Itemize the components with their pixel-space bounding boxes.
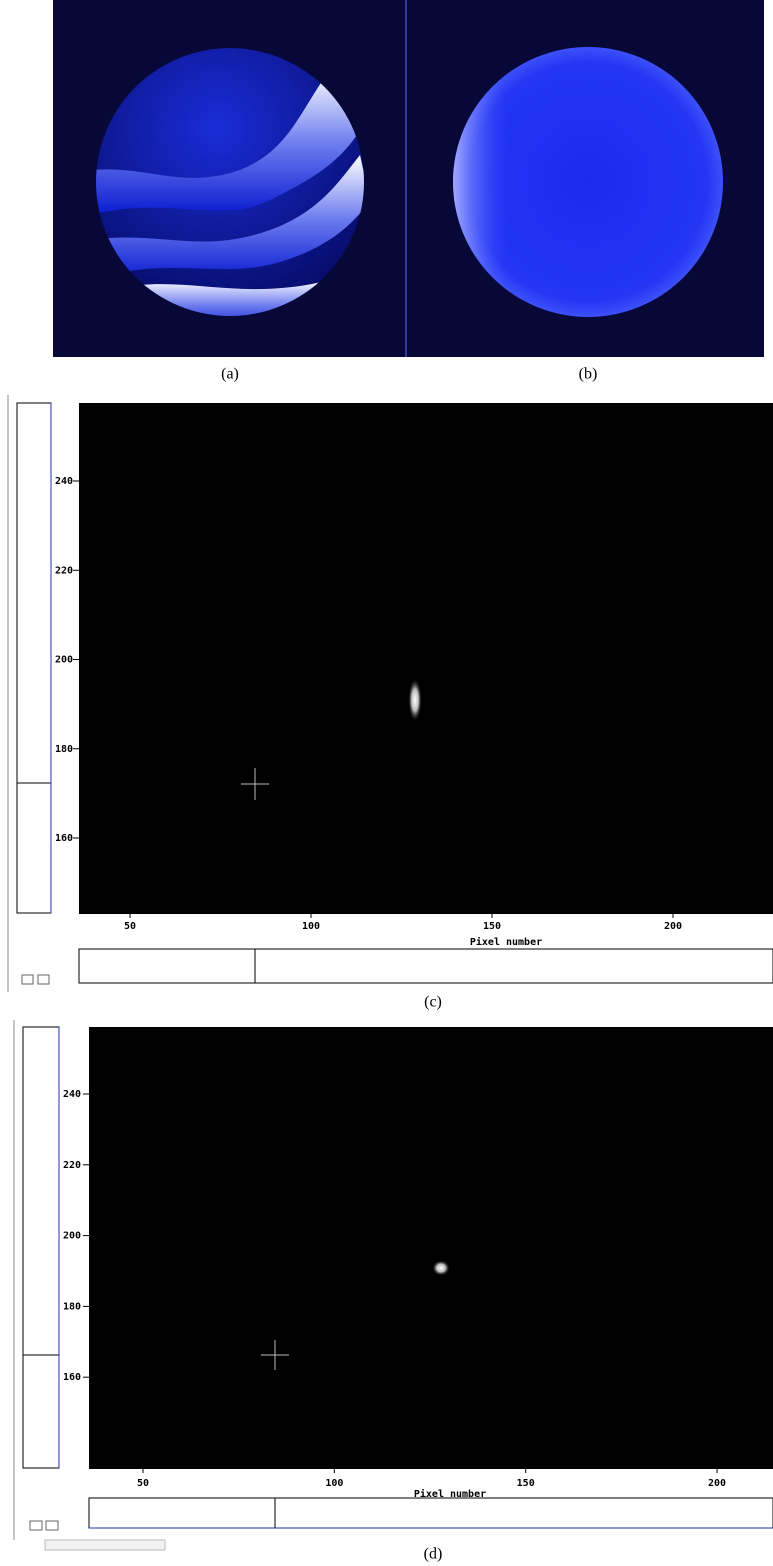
status-bar [45, 1540, 165, 1550]
y-tick-label: 160 [63, 1372, 81, 1383]
profile-strip [89, 1498, 773, 1528]
spot [408, 678, 422, 722]
x-tick-label: 150 [483, 921, 501, 932]
spot [432, 1260, 450, 1276]
tool-button[interactable] [46, 1521, 58, 1530]
y-tick-label: 220 [55, 565, 73, 576]
x-tick-label: 100 [302, 921, 320, 932]
profile-box [23, 1027, 59, 1468]
caption: (c) [424, 994, 442, 1011]
x-tick-label: 150 [517, 1478, 535, 1489]
profile-strip [79, 949, 773, 983]
x-tick-label: 200 [708, 1478, 726, 1489]
caption: (a) [221, 366, 239, 383]
y-tick-label: 200 [63, 1231, 81, 1242]
x-axis-label: Pixel number [414, 1488, 486, 1500]
caption: (d) [424, 1546, 443, 1563]
y-tick-label: 240 [55, 476, 73, 487]
tool-button[interactable] [38, 975, 49, 984]
x-axis-label: Pixel number [470, 936, 542, 948]
y-tick-label: 220 [63, 1160, 81, 1171]
y-tick-label: 160 [55, 833, 73, 844]
interferogram-b [453, 47, 723, 317]
y-tick-label: 180 [55, 744, 73, 755]
caption: (b) [579, 366, 598, 383]
y-tick-label: 180 [63, 1301, 81, 1312]
profile-box [17, 403, 51, 913]
y-tick-label: 200 [55, 655, 73, 666]
image-view [89, 1027, 773, 1469]
tool-button[interactable] [30, 1521, 42, 1530]
y-tick-label: 240 [63, 1089, 81, 1100]
x-tick-label: 100 [325, 1478, 343, 1489]
x-tick-label: 50 [124, 921, 136, 932]
figure: (a) (b) Pixel number (c) Pixel number (d… [0, 0, 773, 1566]
image-view [79, 403, 773, 914]
x-tick-label: 50 [137, 1478, 149, 1489]
x-tick-label: 200 [664, 921, 682, 932]
tool-button[interactable] [22, 975, 33, 984]
